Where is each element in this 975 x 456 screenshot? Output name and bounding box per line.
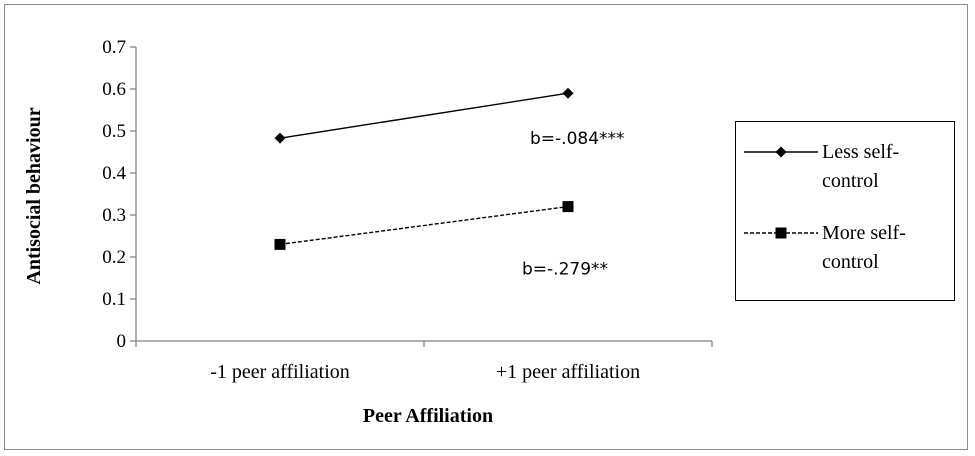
y-tick-label: 0.6 — [102, 79, 126, 100]
y-tick-label: 0.2 — [102, 247, 126, 268]
x-axis-label: Peer Affiliation — [363, 405, 493, 427]
x-tick-label: +1 peer affiliation — [496, 361, 640, 383]
data-point — [274, 132, 286, 144]
y-tick-label: 0.1 — [102, 289, 126, 310]
legend: Less self-control More self-control — [735, 121, 955, 301]
series-2 — [274, 201, 574, 250]
slope-annotation: b=-.084*** — [530, 129, 625, 149]
legend-marker — [775, 227, 787, 239]
y-tick-label: 0.5 — [102, 121, 126, 142]
y-axis-label: Antisocial behaviour — [23, 107, 45, 284]
legend-marker — [775, 146, 787, 158]
series-line — [279, 205, 569, 246]
y-tick-label: 0.7 — [102, 37, 126, 58]
legend-label: control — [822, 251, 879, 273]
legend-label: Less self- — [822, 141, 899, 163]
data-point — [562, 201, 574, 213]
legend-entry-2: More self-control — [744, 222, 906, 273]
y-tick-labels: 0 0.1 0.2 0.3 0.4 0.5 0.6 0.7 — [102, 37, 126, 352]
data-point — [562, 87, 574, 99]
series-1 — [274, 87, 574, 144]
y-tick-label: 0.4 — [102, 163, 126, 184]
y-tick-label: 0.3 — [102, 205, 126, 226]
series-layer — [274, 87, 574, 250]
legend-entry-1: Less self-control — [744, 141, 899, 192]
legend-label: control — [822, 170, 879, 192]
series-line — [279, 92, 569, 139]
data-point — [274, 238, 286, 250]
x-tick-labels: -1 peer affiliation +1 peer affiliation — [210, 361, 640, 383]
y-tick-label: 0 — [117, 331, 127, 352]
x-tick-label: -1 peer affiliation — [210, 361, 350, 383]
slope-annotation: b=-.279** — [522, 260, 608, 280]
annotations: b=-.084*** b=-.279** — [522, 129, 625, 279]
axes — [130, 46, 713, 347]
legend-label: More self- — [822, 222, 906, 244]
